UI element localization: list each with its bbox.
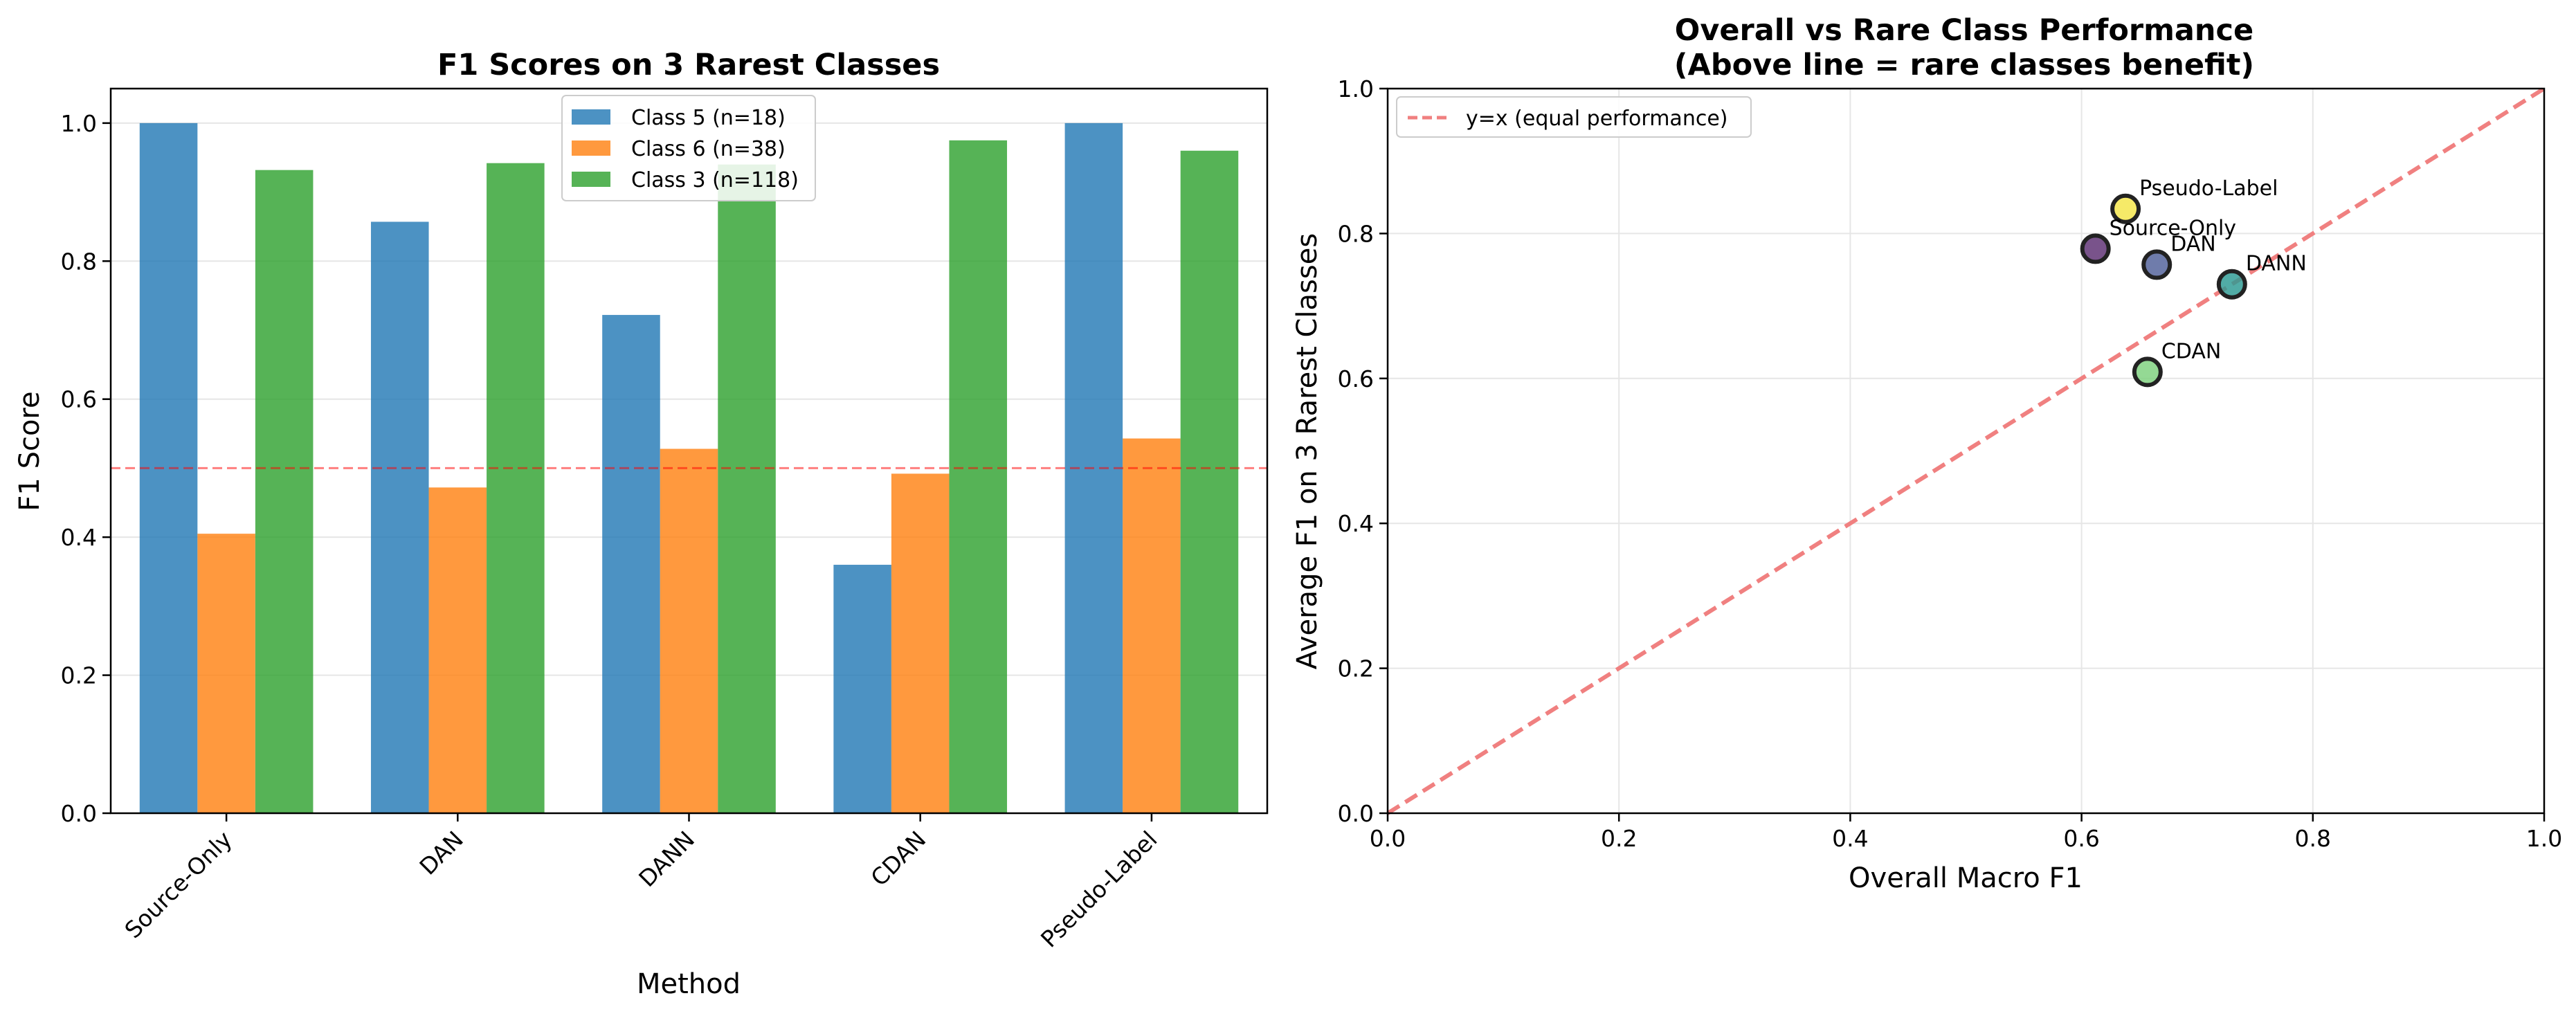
point-source-only [2080, 233, 2111, 264]
scatter-chart-legend: y=x (equal performance) [1396, 96, 1752, 138]
bar-y-tick-label: 0.2 [61, 662, 97, 689]
scatter-chart-x-axis-label: Overall Macro F1 [1849, 862, 2083, 894]
bar-pseudo-label-class-6-n-38 [1123, 438, 1181, 813]
scatter-y-tick-label: 0.6 [1338, 365, 1374, 392]
scatter-y-tick-label: 0.2 [1338, 655, 1374, 682]
legend-swatch-class-5 [572, 109, 610, 125]
point-label-cdan: CDAN [2161, 339, 2221, 363]
point-cdan [2132, 356, 2163, 388]
point-pseudo-label [2110, 193, 2141, 224]
scatter-x-tick-label: 0.2 [1601, 825, 1637, 852]
scatter-chart-subtitle: (Above line = rare classes benefit) [1674, 48, 2254, 82]
scatter-chart-y-ticks: 0.0 0.2 0.4 0.6 0.8 1.0 [1338, 75, 1388, 827]
bar-chart-panel: F1 Scores on 3 Rarest Classes 0.00.20.40… [14, 48, 1269, 1000]
bar-chart-y-axis-label: F1 Score [14, 391, 46, 511]
bar-y-tick-label: 0.8 [61, 248, 97, 275]
bar-chart-x-axis-label: Method [637, 968, 741, 1000]
bar-y-tick-label: 0.6 [61, 386, 97, 413]
point-label-pseudo-label: Pseudo-Label [2139, 176, 2278, 201]
scatter-chart-frame [1386, 87, 2546, 815]
bar-cdan-class-6-n-38 [891, 473, 950, 813]
scatter-x-tick-label: 0.8 [2295, 825, 2331, 852]
point-label-dann: DANN [2246, 252, 2307, 276]
bar-chart-legend: Class 5 (n=18) Class 6 (n=38) Class 3 (n… [561, 95, 816, 201]
scatter-y-tick-label: 0.8 [1338, 220, 1374, 247]
point-label-source-only: Source-Only [2110, 216, 2236, 240]
scatter-x-tick-label: 1.0 [2526, 825, 2562, 852]
bar-dann-class-5-n-18 [602, 315, 660, 813]
bar-source-only-class-6-n-38 [197, 534, 255, 813]
bar-y-tick-label: 0.0 [61, 800, 97, 827]
bar-dan-class-6-n-38 [428, 487, 487, 813]
bar-cdan-class-5-n-18 [833, 565, 891, 813]
legend-label-class-6: Class 6 (n=38) [631, 137, 786, 161]
scatter-x-tick-label: 0.0 [1370, 825, 1406, 852]
bar-dan-class-3-n-118 [487, 163, 545, 814]
bar-legend-box [561, 95, 816, 201]
bar-pseudo-label-class-3-n-118 [1180, 150, 1239, 813]
scatter-y-tick-label: 0.4 [1338, 510, 1374, 537]
legend-swatch-class-3 [572, 172, 610, 187]
scatter-y-tick-label: 0.0 [1338, 800, 1374, 827]
point-label-dan: DAN [2170, 232, 2216, 256]
bar-y-tick-label: 0.4 [61, 524, 97, 551]
point-dan [2141, 249, 2173, 280]
scatter-chart-panel: Overall vs Rare Class Performance (Above… [1291, 13, 2562, 894]
legend-label-diagonal: y=x (equal performance) [1466, 107, 1728, 131]
bar-dann-class-6-n-38 [660, 448, 718, 813]
scatter-points [2080, 193, 2247, 388]
legend-label-class-3: Class 3 (n=118) [631, 168, 799, 192]
bar-cdan-class-3-n-118 [949, 140, 1008, 814]
point-dann [2216, 269, 2247, 300]
bar-chart-y-ticks: 0.0 0.2 0.4 0.6 0.8 1.0 [61, 110, 111, 827]
bar-dan-class-5-n-18 [370, 221, 429, 813]
bar-dann-class-3-n-118 [718, 164, 776, 813]
scatter-legend-box [1396, 96, 1752, 138]
legend-label-class-5: Class 5 (n=18) [631, 106, 786, 130]
legend-swatch-class-6 [572, 140, 610, 156]
scatter-chart-title: Overall vs Rare Class Performance [1675, 13, 2253, 48]
scatter-x-tick-label: 0.6 [2063, 825, 2099, 852]
bar-chart-title: F1 Scores on 3 Rarest Classes [437, 48, 940, 82]
scatter-chart-y-axis-label: Average F1 on 3 Rarest Classes [1291, 233, 1323, 669]
bar-source-only-class-3-n-118 [255, 170, 314, 814]
scatter-y-tick-label: 1.0 [1338, 75, 1374, 102]
scatter-chart-x-ticks: 0.0 0.2 0.4 0.6 0.8 1.0 [1370, 813, 2562, 852]
bar-y-tick-label: 1.0 [61, 110, 97, 137]
scatter-x-tick-label: 0.4 [1832, 825, 1868, 852]
